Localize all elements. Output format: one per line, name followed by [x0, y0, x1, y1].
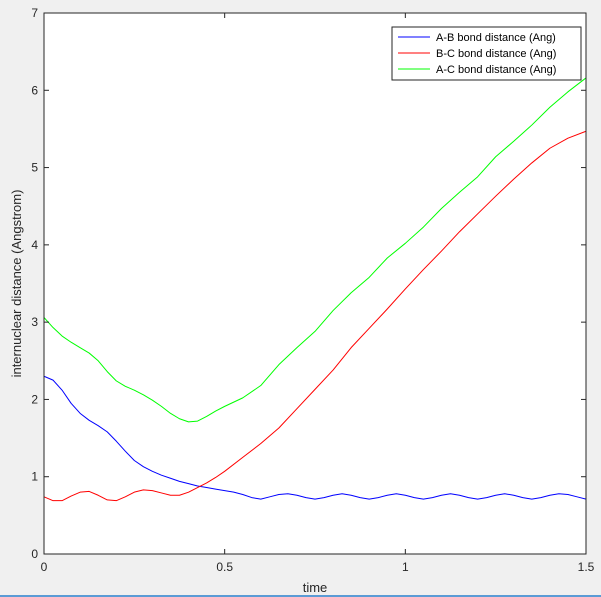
- series-line-2: [43, 77, 587, 423]
- x-tick-label: 1.5: [578, 560, 595, 574]
- y-axis-label: internuclear distance (Angstrom): [9, 190, 24, 378]
- y-tick-label: 2: [31, 392, 38, 406]
- y-tick-label: 6: [31, 83, 38, 97]
- x-tick-label: 1: [402, 560, 409, 574]
- legend-label-bc: B-C bond distance (Ang): [436, 48, 556, 60]
- x-tick-label: 0: [41, 560, 48, 574]
- y-tick-label: 3: [31, 315, 38, 329]
- x-tick-label: 0.5: [216, 560, 233, 574]
- y-tick-label: 0: [31, 547, 38, 561]
- legend: A-B bond distance (Ang) B-C bond distanc…: [391, 26, 582, 81]
- y-tick-label: 4: [31, 238, 38, 252]
- y-tick-label: 5: [31, 161, 38, 175]
- y-tick-label: 7: [31, 6, 38, 20]
- series-layer: [43, 77, 587, 502]
- x-axis-label: time: [303, 580, 328, 595]
- plot-background: [44, 13, 586, 554]
- y-tick-label: 1: [31, 470, 38, 484]
- legend-label-ab: A-B bond distance (Ang): [436, 32, 556, 44]
- plot-frame: [43, 12, 587, 555]
- window-bottom-strip: [0, 595, 601, 597]
- legend-label-ac: A-C bond distance (Ang): [436, 64, 556, 76]
- series-line-0: [43, 375, 587, 500]
- series-line-1: [43, 130, 587, 502]
